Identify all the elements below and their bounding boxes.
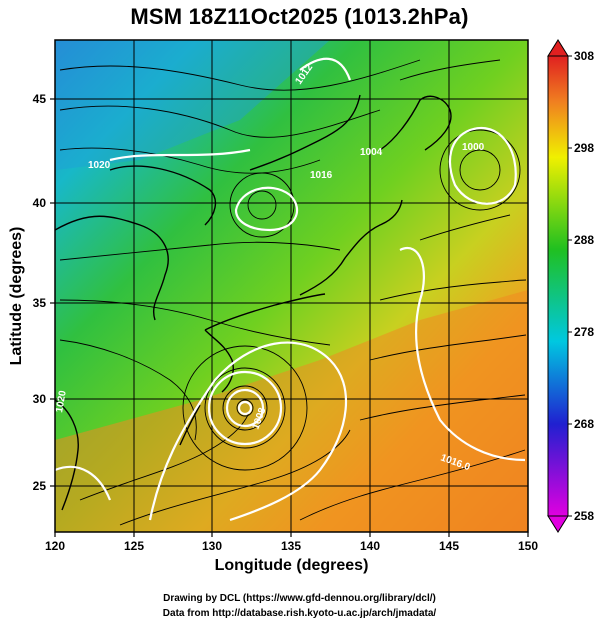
- colorbar-gradient: [547, 55, 569, 517]
- x-tick-label: 120: [45, 539, 65, 553]
- isobar-label: 1016: [310, 170, 333, 181]
- x-axis-label: Longitude (degrees): [214, 557, 369, 574]
- x-tick-label: 150: [518, 539, 538, 553]
- isobar-label: 1000: [462, 142, 485, 153]
- y-tick-labels: 25 30 35 40 45: [33, 92, 47, 493]
- colorbar-tick: 278: [574, 325, 594, 339]
- x-tick-labels: 120 125 130 135 140 145 150: [45, 539, 538, 553]
- x-tick-label: 130: [202, 539, 222, 553]
- credit-data: Data from http://database.rish.kyoto-u.a…: [162, 608, 437, 619]
- colorbar-tick: 268: [574, 417, 594, 431]
- y-tick-label: 40: [33, 196, 47, 210]
- map-plot-area: 1012 1016 1020 1000 1004 1008 1016.0 102…: [54, 40, 528, 532]
- x-tick-label: 140: [360, 539, 380, 553]
- cool-band: [55, 40, 330, 170]
- colorbar-tick: 298: [574, 141, 594, 155]
- x-tick-label: 145: [439, 539, 459, 553]
- colorbar-tick: 288: [574, 233, 594, 247]
- y-tick-label: 25: [33, 479, 47, 493]
- colorbar-tick: 308: [574, 49, 594, 63]
- isobar-label: 1020: [54, 389, 69, 413]
- y-tick-label: 30: [33, 392, 47, 406]
- colorbar-min-arrow: [547, 515, 569, 533]
- y-tick-label: 35: [33, 296, 47, 310]
- cyclone-spiral: [182, 129, 521, 471]
- colorbar: 308 298 288 278 268 258: [547, 39, 594, 533]
- chart-title: MSM 18Z11Oct2025 (1013.2hPa): [130, 4, 469, 29]
- isobars: [55, 57, 526, 522]
- isobar-label: 1020: [88, 160, 111, 171]
- x-tick-label: 125: [124, 539, 144, 553]
- y-tick-label: 45: [33, 92, 47, 106]
- isobar-label: 1004: [360, 147, 383, 158]
- colorbar-max-arrow: [547, 39, 569, 57]
- credit-drawing: Drawing by DCL (https://www.gfd-dennou.o…: [163, 593, 436, 604]
- axis-tick-marks: [50, 98, 529, 537]
- x-tick-label: 135: [281, 539, 301, 553]
- coastlines: [55, 94, 452, 511]
- colorbar-tick: 258: [574, 509, 594, 523]
